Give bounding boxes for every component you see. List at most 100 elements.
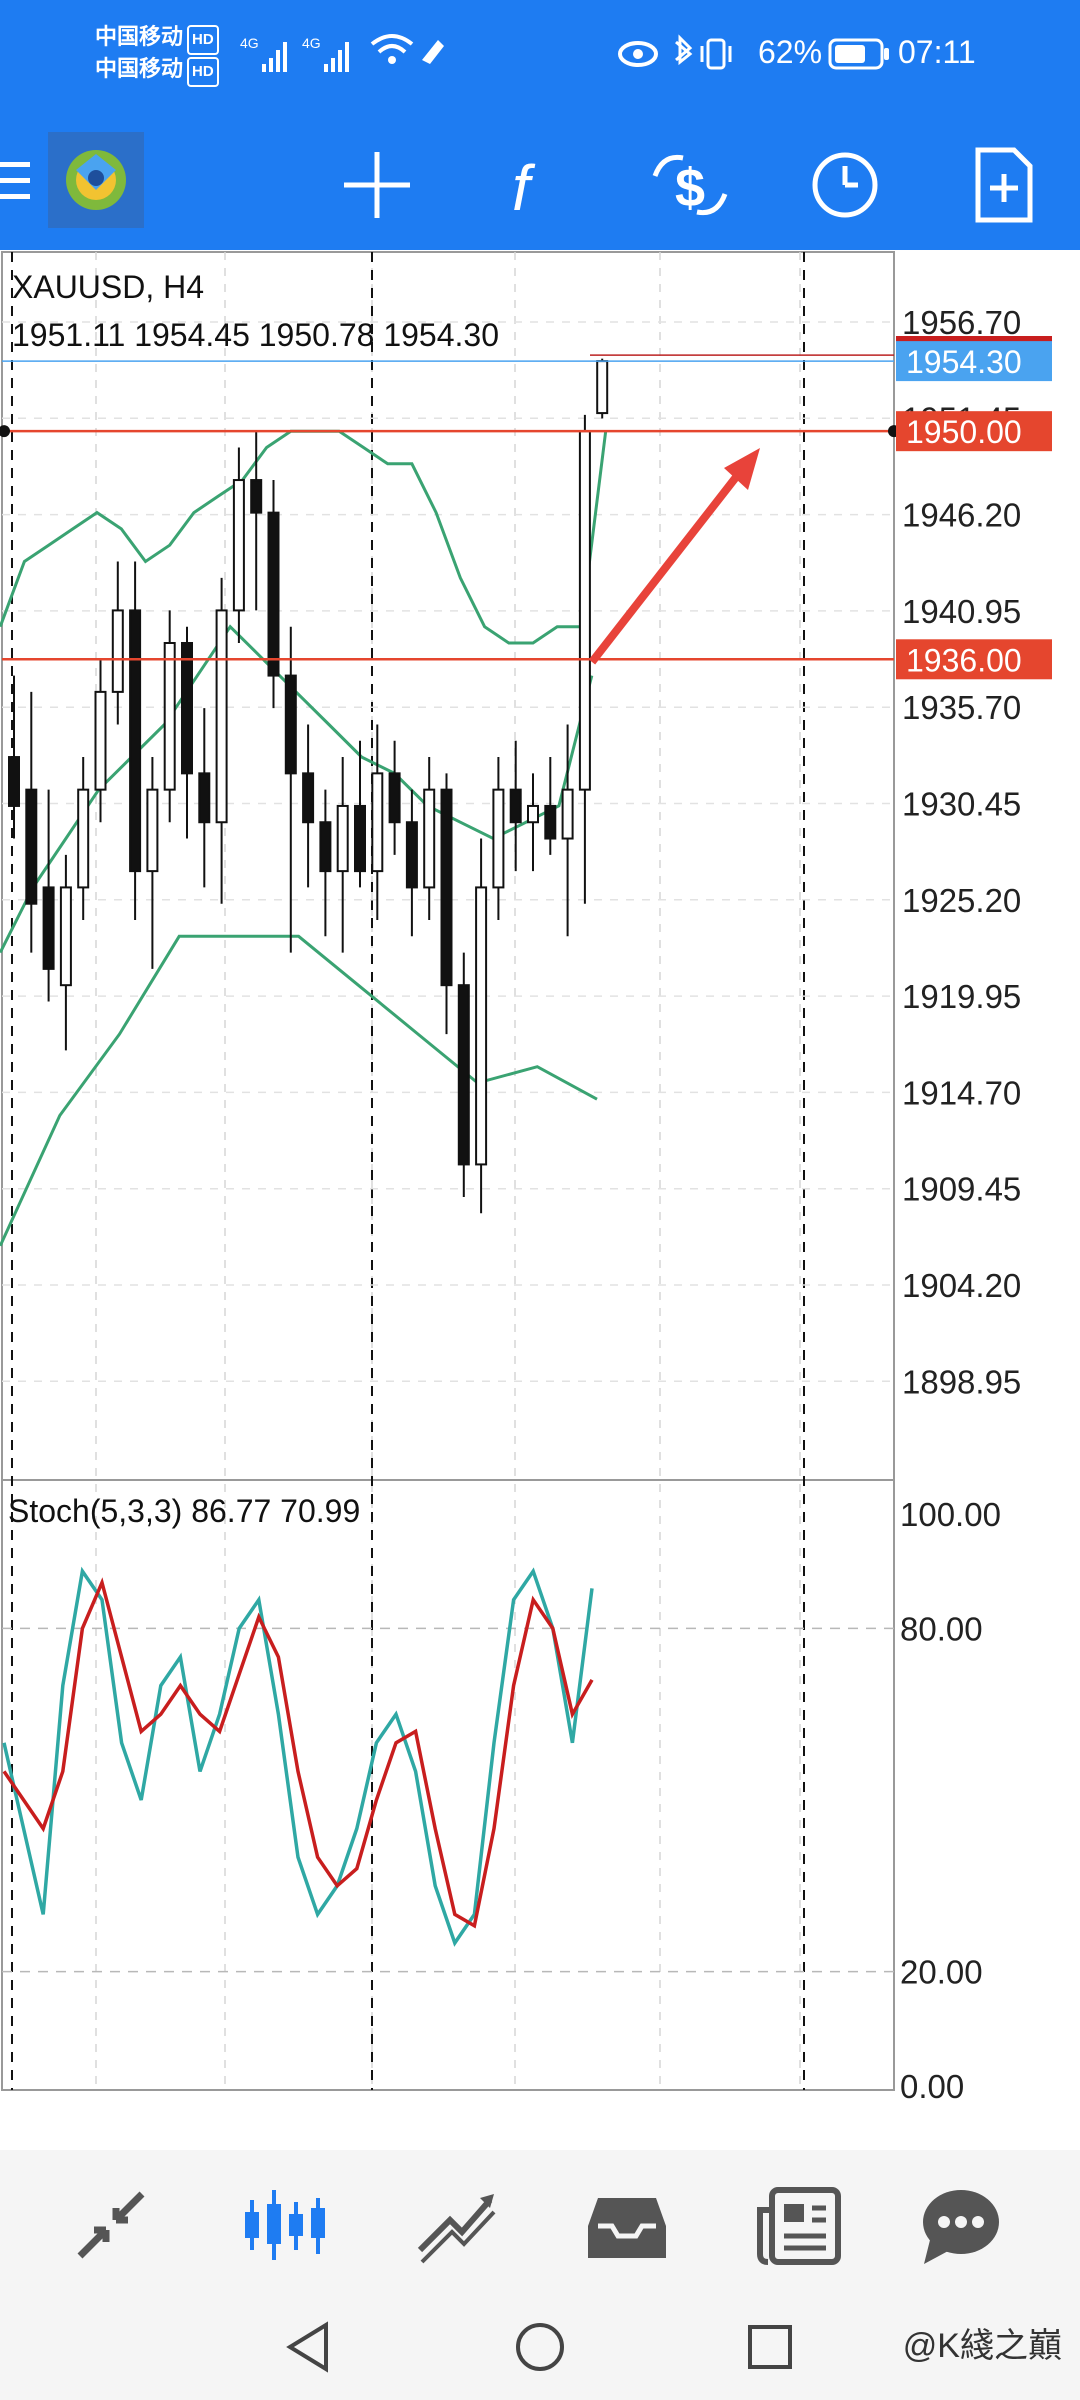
candle-body xyxy=(59,886,72,987)
bottom-tab-bar xyxy=(0,2150,1080,2295)
back-icon[interactable] xyxy=(280,2317,340,2377)
candle-body xyxy=(25,788,38,905)
svg-text:$: $ xyxy=(675,158,705,218)
status-bar: 中国移动 HD 中国移动 HD 4G 4G 62% 07:11 xyxy=(0,0,1080,110)
stochastic-lines xyxy=(2,1566,594,1947)
svg-text:f: f xyxy=(512,152,536,224)
candles xyxy=(8,358,609,1214)
price-axis-label: 1909.45 xyxy=(902,1171,1021,1208)
price-levels xyxy=(0,354,900,661)
candle-body xyxy=(181,641,193,775)
stoch-axis-label: 100.00 xyxy=(900,1496,1001,1533)
crosshair-icon[interactable] xyxy=(332,140,422,230)
candle-body xyxy=(578,430,591,791)
stoch-signal-line xyxy=(2,1577,594,1929)
candle-body xyxy=(475,886,488,1166)
trade-icon[interactable]: $ xyxy=(645,140,735,230)
candle-body xyxy=(198,772,211,824)
vibrate-icon xyxy=(700,38,732,70)
wifi-icon xyxy=(370,34,444,64)
candle-body xyxy=(509,788,522,824)
candle-body xyxy=(561,788,574,840)
chart-area[interactable]: 1956.701951.451946.201940.951935.701930.… xyxy=(0,250,1080,2139)
candle-body xyxy=(8,756,20,807)
candle-body xyxy=(457,984,470,1166)
eye-icon xyxy=(618,41,658,67)
battery-percent: 62% xyxy=(758,34,823,70)
menu-icon[interactable] xyxy=(0,140,90,230)
trend-arrow xyxy=(588,448,760,665)
messages-icon[interactable] xyxy=(916,2180,1006,2270)
chart-grid xyxy=(2,252,894,2090)
price-axis-label: 1914.70 xyxy=(902,1074,1021,1111)
ohlc-label: 1951.11 1954.45 1950.78 1954.30 xyxy=(12,317,499,353)
price-axis-label: 1898.95 xyxy=(902,1363,1021,1400)
chart-icon[interactable] xyxy=(238,2180,328,2270)
trade-tab-icon[interactable] xyxy=(410,2180,500,2270)
price-axis-label: 1930.45 xyxy=(902,786,1021,823)
price-axis-label: 1946.20 xyxy=(902,497,1021,534)
clock-icon[interactable] xyxy=(800,140,890,230)
price-axis-label: 1935.70 xyxy=(902,689,1021,726)
candle-body xyxy=(302,772,315,824)
new-chart-icon[interactable] xyxy=(958,140,1048,230)
price-axis-label: 1904.20 xyxy=(902,1267,1021,1304)
candle-body xyxy=(94,690,107,791)
candle-body xyxy=(336,804,349,873)
candle-body xyxy=(405,821,418,889)
level-1936-tag xyxy=(896,639,1052,680)
candle-body xyxy=(371,772,384,873)
ask-tag xyxy=(896,336,1052,346)
home-icon[interactable] xyxy=(510,2317,570,2377)
symbol-label: XAUUSD, H4 xyxy=(12,269,204,305)
candle-body xyxy=(596,360,609,415)
candle-body xyxy=(319,821,332,873)
candle-body xyxy=(77,788,90,889)
candle-body xyxy=(354,804,366,873)
current-price-label: 1954.30 xyxy=(906,344,1022,380)
level-1950-tag xyxy=(896,411,1052,452)
level-1950-label: 1950.00 xyxy=(906,414,1022,450)
price-axis-label: 1919.95 xyxy=(902,978,1021,1015)
candle-body xyxy=(250,479,263,514)
status-icons xyxy=(618,34,732,70)
indicator-f-icon[interactable]: f xyxy=(490,140,580,230)
app-logo[interactable] xyxy=(48,132,144,228)
candle-body xyxy=(527,804,539,824)
candle-body xyxy=(215,609,228,824)
price-chart[interactable]: 1956.701951.451946.201940.951935.701930.… xyxy=(0,250,1080,2139)
watermark: @K綫之巔 xyxy=(902,2327,1062,2365)
signal-icon: 4G 4G xyxy=(240,35,349,72)
carrier-2: 中国移动 HD xyxy=(95,56,219,87)
svg-text:4G: 4G xyxy=(302,35,321,51)
clock: 07:11 xyxy=(898,34,976,70)
quotes-icon[interactable] xyxy=(66,2180,156,2270)
candle-body xyxy=(440,788,453,987)
stoch-axis-label: 80.00 xyxy=(900,1610,983,1647)
top-bar: 中国移动 HD 中国移动 HD 4G 4G 62% 07:11 xyxy=(0,0,1080,250)
level-handle-left xyxy=(0,425,10,438)
candle-body xyxy=(129,609,142,873)
candle-body xyxy=(42,886,55,970)
candle-body xyxy=(388,772,401,824)
candle-body xyxy=(146,788,159,873)
level-1936-label: 1936.00 xyxy=(906,642,1022,678)
svg-text:4G: 4G xyxy=(240,35,259,51)
stoch-axis-label: 20.00 xyxy=(900,1954,983,1991)
candle-body xyxy=(111,609,124,693)
news-icon[interactable] xyxy=(754,2180,844,2270)
candle-body xyxy=(544,804,557,840)
battery-icon xyxy=(828,38,889,70)
bollinger-lower xyxy=(0,934,598,1247)
current-price-tag xyxy=(896,341,1052,382)
candle-body xyxy=(492,788,505,889)
price-axis-label: 1940.95 xyxy=(902,593,1021,630)
stoch-panel-frame xyxy=(1,1479,895,2091)
candle-body xyxy=(284,674,297,775)
carrier-1: 中国移动 HD xyxy=(95,24,219,55)
stoch-axis-label: 0.00 xyxy=(900,2068,964,2100)
stoch-title: Stoch(5,3,3) 86.77 70.99 xyxy=(8,1493,360,1529)
history-icon[interactable] xyxy=(582,2180,672,2270)
bluetooth-icon xyxy=(675,34,693,66)
recents-icon[interactable] xyxy=(740,2317,800,2377)
